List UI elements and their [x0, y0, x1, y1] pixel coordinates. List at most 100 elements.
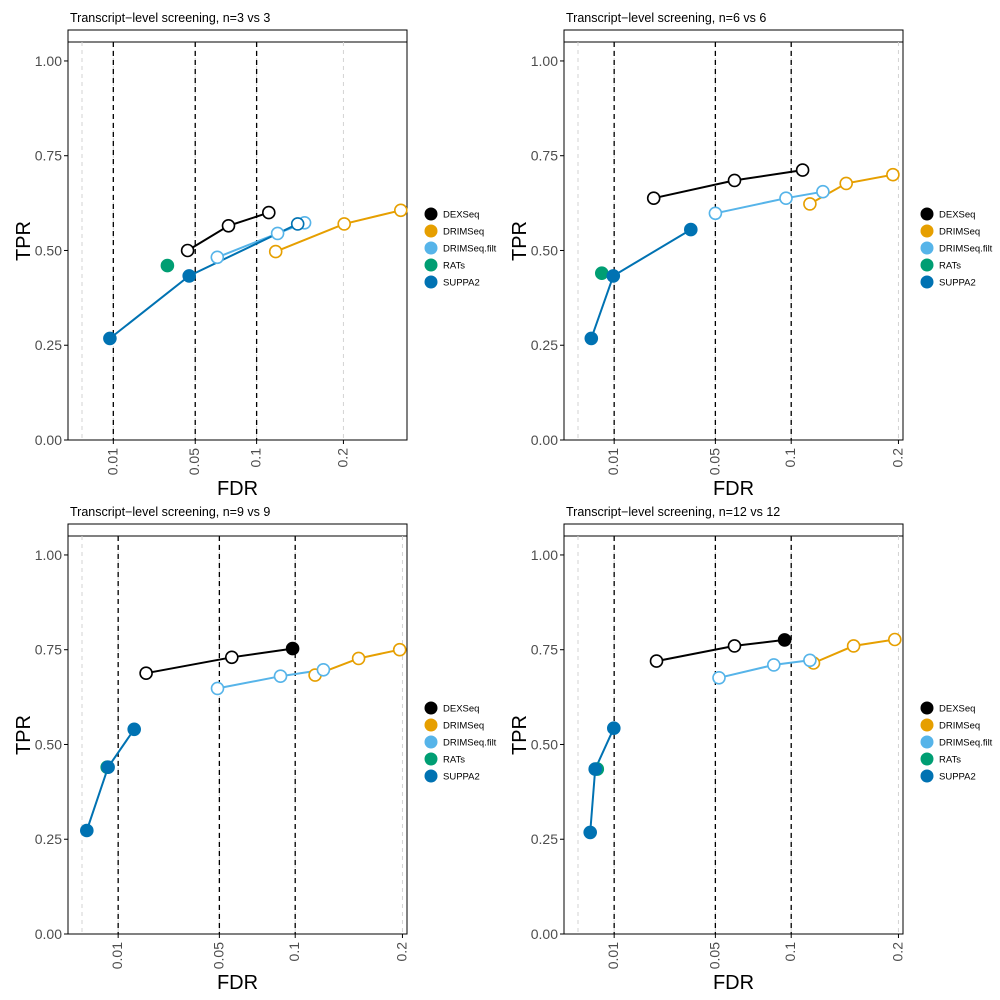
data-point-dexseq — [795, 163, 810, 177]
data-point-drimseq — [393, 203, 408, 218]
legend-key — [424, 735, 438, 749]
legend: DEXSeq DRIMSeq DRIMSeq.filt RATs SUPPA2 — [920, 701, 993, 783]
y-tick-label: 0.00 — [531, 926, 558, 942]
legend-label: RATs — [939, 755, 961, 766]
legend: DEXSeq DRIMSeq DRIMSeq.filt RATs SUPPA2 — [920, 207, 993, 289]
data-point-drimseq — [839, 176, 854, 191]
data-point-suppa2 — [606, 269, 621, 283]
y-tick-label: 0.50 — [531, 736, 558, 752]
data-point-suppa2 — [103, 331, 117, 346]
data-point-dexseq — [646, 191, 661, 205]
x-tick-label: 0.2 — [334, 448, 350, 468]
legend-key — [424, 769, 438, 783]
legend-key — [920, 241, 934, 255]
data-point-drimseq — [351, 651, 366, 666]
legend-key — [920, 769, 934, 783]
legend-key — [424, 275, 438, 289]
legend-label: DEXSeq — [939, 704, 975, 715]
x-tick-label: 0.1 — [782, 448, 798, 468]
y-tick-label: 0.75 — [531, 642, 558, 658]
legend-key — [920, 752, 934, 766]
y-tick-label: 0.00 — [35, 926, 62, 942]
data-point-suppa2 — [588, 762, 602, 776]
legend-label: SUPPA2 — [939, 772, 976, 783]
data-point-drimseq — [803, 197, 817, 211]
legend-label: RATs — [443, 261, 465, 272]
data-point-drimseq-filt — [712, 671, 726, 685]
y-tick-label: 0.25 — [35, 831, 62, 847]
legend-label: DRIMSeq.filt — [443, 244, 497, 255]
panel-strip — [67, 29, 408, 43]
legend-label: DRIMSeq — [939, 721, 980, 732]
legend-key — [920, 718, 934, 732]
y-tick-label: 0.75 — [35, 148, 62, 164]
chart-panel: Transcript−level screening, n=6 vs 6 0.00… — [509, 11, 993, 500]
data-point-drimseq — [846, 639, 861, 653]
x-tick-label: 0.2 — [889, 942, 905, 962]
chart-panel: Transcript−level screening, n=9 vs 9 0.00… — [13, 505, 497, 994]
data-point-drimseq — [887, 632, 902, 647]
data-point-drimseq-filt — [766, 658, 781, 672]
x-tick-label: 0.05 — [706, 448, 722, 475]
series-line-suppa2 — [85, 728, 136, 831]
x-tick-label: 0.1 — [286, 942, 302, 962]
legend-key — [424, 718, 438, 732]
series-line-drimseq — [275, 209, 402, 253]
chart-panel: Transcript−level screening, n=12 vs 12 0.… — [509, 505, 993, 994]
x-tick-label: 0.05 — [186, 448, 202, 475]
x-axis-title: FDR — [217, 972, 258, 994]
legend-label: RATs — [939, 261, 961, 272]
panel-title: Transcript−level screening, n=12 vs 12 — [566, 505, 780, 519]
data-point-dexseq — [285, 641, 300, 656]
panel-border — [67, 41, 408, 441]
legend-label: DEXSeq — [939, 210, 975, 221]
y-axis-title: TPR — [13, 715, 35, 755]
legend-key — [424, 701, 438, 715]
data-point-suppa2 — [584, 331, 599, 346]
legend-key — [424, 207, 438, 221]
x-tick-label: 0.01 — [109, 942, 125, 969]
data-point-drimseq-filt — [803, 653, 817, 668]
y-tick-label: 0.50 — [531, 242, 558, 258]
panel-border — [563, 535, 904, 935]
x-tick-label: 0.05 — [706, 942, 722, 969]
y-tick-label: 0.25 — [531, 831, 558, 847]
data-point-suppa2 — [583, 825, 597, 840]
series-line-drimseq-filt — [217, 668, 324, 690]
y-tick-label: 1.00 — [531, 53, 558, 69]
panel-title: Transcript−level screening, n=6 vs 6 — [566, 11, 766, 25]
series-line-suppa2 — [589, 727, 615, 833]
x-tick-label: 0.2 — [889, 448, 905, 468]
panel-title: Transcript−level screening, n=9 vs 9 — [70, 505, 270, 519]
legend-key — [920, 224, 934, 238]
data-point-drimseq-filt — [779, 191, 793, 205]
y-tick-label: 0.25 — [35, 337, 62, 353]
data-point-rats — [595, 266, 609, 281]
x-tick-label: 0.1 — [782, 942, 798, 962]
data-point-rats — [160, 258, 175, 273]
legend-key — [920, 275, 934, 289]
y-tick-label: 0.75 — [531, 148, 558, 164]
data-point-drimseq — [886, 167, 900, 182]
y-tick-label: 0.75 — [35, 642, 62, 658]
data-point-dexseq — [221, 219, 236, 233]
legend: DEXSeq DRIMSeq DRIMSeq.filt RATs SUPPA2 — [424, 701, 497, 783]
data-point-drimseq — [392, 642, 407, 657]
data-point-drimseq — [337, 217, 352, 231]
data-point-suppa2 — [80, 823, 94, 838]
data-point-suppa2 — [101, 760, 115, 775]
legend-label: DEXSeq — [443, 704, 479, 715]
y-axis-title: TPR — [509, 221, 531, 261]
y-tick-label: 0.50 — [35, 736, 62, 752]
legend-label: DRIMSeq.filt — [939, 244, 993, 255]
y-tick-label: 1.00 — [35, 53, 62, 69]
legend-label: DRIMSeq.filt — [443, 738, 497, 749]
data-point-suppa2 — [290, 217, 305, 231]
y-tick-label: 1.00 — [35, 547, 62, 563]
data-point-dexseq — [139, 666, 153, 680]
data-point-dexseq — [225, 650, 239, 665]
data-point-dexseq — [777, 633, 792, 647]
legend-key — [424, 258, 438, 272]
data-point-dexseq — [180, 243, 195, 258]
x-tick-label: 0.01 — [605, 448, 621, 475]
